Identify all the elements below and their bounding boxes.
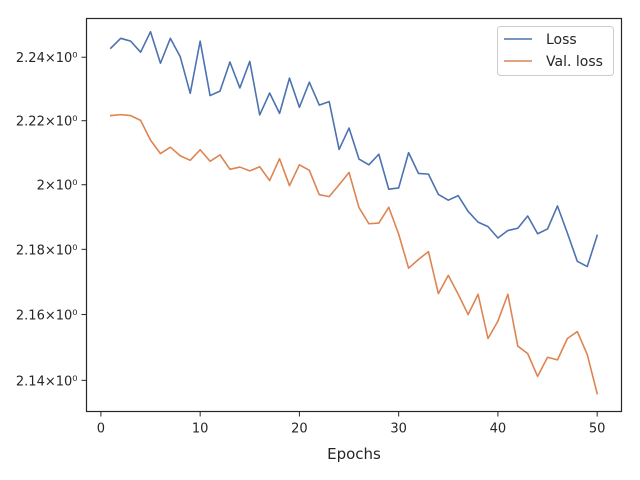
legend-label-loss: Loss (546, 32, 577, 48)
y-tick-label: 2.24×10⁰ (16, 51, 78, 66)
x-tick-label: 30 (390, 422, 407, 437)
plot-layer (109, 30, 599, 395)
x-axis-title: Epochs (327, 445, 381, 463)
legend-label-val-loss: Val. loss (546, 54, 603, 70)
plot-frame (85, 17, 623, 413)
axes-layer: 0 10 20 30 40 50 2.14×10⁰ 2.16×10⁰ 2.18×10⁰ 2×10⁰… (16, 51, 606, 436)
y-tick-label: 2.18×10⁰ (16, 243, 78, 258)
x-tick-label: 20 (291, 422, 308, 437)
x-tick-label: 10 (192, 422, 209, 437)
x-tick-label: 0 (97, 422, 105, 437)
legend: Loss Val. loss (497, 26, 614, 76)
x-tick-label: 50 (589, 422, 606, 437)
series-line-val-loss (109, 113, 599, 395)
y-tick-label: 2.16×10⁰ (16, 309, 78, 324)
y-tick-label: 2.22×10⁰ (16, 115, 78, 130)
series-line-loss (109, 30, 599, 268)
x-tick-label: 40 (490, 422, 507, 437)
y-tick-label: 2×10⁰ (37, 179, 78, 194)
y-tick-label: 2.14×10⁰ (16, 374, 78, 389)
